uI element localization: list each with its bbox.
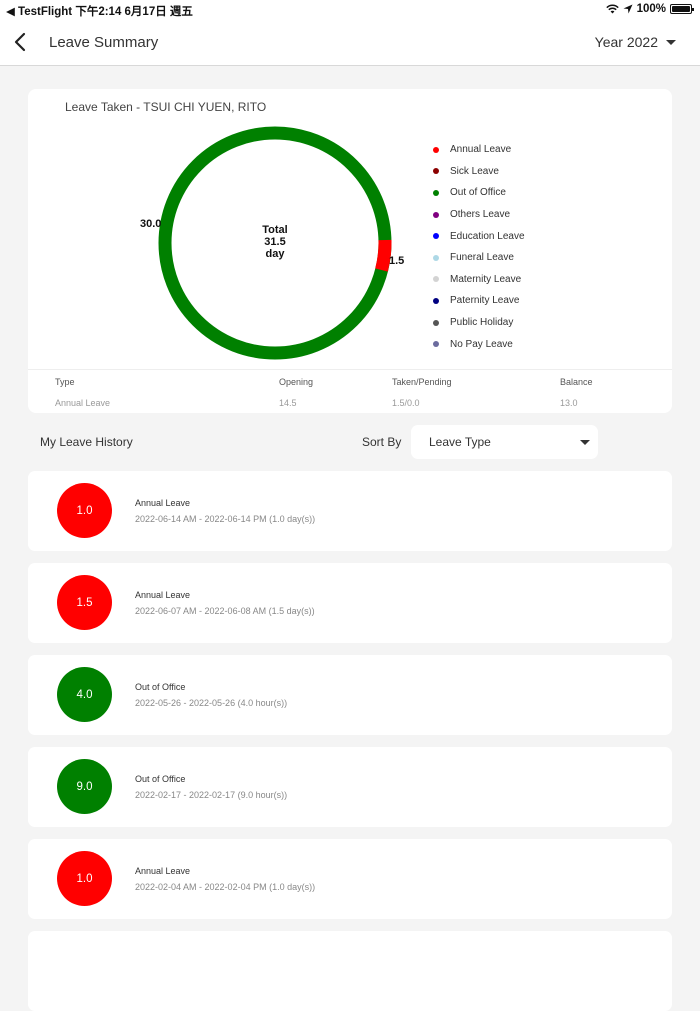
legend-dot-icon	[433, 319, 439, 326]
slice-label-annual-leave: 1.5	[389, 255, 405, 267]
legend-dot-icon	[433, 254, 439, 261]
status-right: 100%	[605, 3, 694, 15]
battery-icon	[670, 4, 694, 14]
sort-by-label: Sort By	[362, 435, 402, 449]
leave-amount-badge: 4.0	[57, 667, 112, 722]
chevron-down-icon	[580, 440, 590, 445]
leave-type: Annual Leave	[135, 866, 191, 876]
legend-dot-icon	[433, 211, 439, 218]
chart-title: Leave Taken - TSUI CHI YUEN, RITO	[65, 100, 267, 114]
legend-item: Others Leave	[433, 204, 525, 226]
leave-history-title: My Leave History	[40, 435, 133, 449]
sort-dropdown[interactable]: Leave Type	[411, 425, 598, 459]
table-header-row: Type Opening Taken/Pending Balance	[28, 377, 672, 398]
cell-opening: 14.5	[279, 398, 297, 408]
annual-leave-slice	[375, 239, 392, 272]
chart-legend: Annual Leave Sick Leave Out of Office Ot…	[433, 139, 525, 355]
leave-history-item[interactable]: 4.0 Out of Office 2022-05-26 - 2022-05-2…	[28, 655, 672, 735]
cell-taken-pending: 1.5/0.0	[392, 398, 420, 408]
table-divider	[28, 369, 672, 370]
legend-dot-icon	[433, 189, 439, 196]
table-row: Annual Leave 14.5 1.5/0.0 13.0	[28, 398, 672, 419]
year-value: Year 2022	[594, 34, 658, 50]
legend-dot-icon	[433, 341, 439, 348]
legend-item: Funeral Leave	[433, 247, 525, 269]
leave-amount-badge: 1.0	[57, 851, 112, 906]
slice-label-out-of-office: 30.0	[140, 218, 162, 230]
legend-dot-icon	[433, 168, 439, 175]
legend-item: Annual Leave	[433, 139, 525, 161]
leave-history-item[interactable]: 1.5 Annual Leave 2022-06-07 AM - 2022-06…	[28, 563, 672, 643]
leave-type: Out of Office	[135, 682, 186, 692]
legend-item: No Pay Leave	[433, 333, 525, 355]
header-balance: Balance	[560, 377, 593, 387]
legend-dot-icon	[433, 276, 439, 283]
leave-amount-badge: 1.0	[57, 483, 112, 538]
header-type: Type	[55, 377, 75, 387]
balance-table: Type Opening Taken/Pending Balance Annua…	[28, 377, 672, 419]
donut-center-total: Total 31.5 day	[262, 224, 288, 260]
cell-balance: 13.0	[560, 398, 578, 408]
leave-type: Out of Office	[135, 774, 186, 784]
leave-dates: 2022-02-04 AM - 2022-02-04 PM (1.0 day(s…	[135, 882, 316, 892]
leave-type: Annual Leave	[135, 590, 191, 600]
legend-item: Paternity Leave	[433, 290, 525, 312]
sort-dropdown-value: Leave Type	[429, 435, 491, 449]
battery-percent: 100%	[636, 3, 666, 15]
legend-item: Sick Leave	[433, 161, 525, 183]
leave-dates: 2022-06-14 AM - 2022-06-14 PM (1.0 day(s…	[135, 514, 316, 524]
leave-amount-badge: 9.0	[57, 759, 112, 814]
legend-item: Maternity Leave	[433, 269, 525, 291]
year-selector[interactable]: Year 2022	[595, 34, 676, 50]
leave-history-item[interactable]: 9.0 Out of Office 2022-02-17 - 2022-02-1…	[28, 747, 672, 827]
header-taken-pending: Taken/Pending	[392, 377, 452, 387]
leave-dates: 2022-02-17 - 2022-02-17 (9.0 hour(s))	[135, 790, 288, 800]
legend-item: Out of Office	[433, 182, 525, 204]
legend-item: Public Holiday	[433, 312, 525, 334]
donut-chart	[158, 126, 392, 360]
leave-dates: 2022-06-07 AM - 2022-06-08 AM (1.5 day(s…	[135, 606, 315, 616]
leave-history-item[interactable]: 1.0 Annual Leave 2022-06-14 AM - 2022-06…	[28, 471, 672, 551]
leave-history-item[interactable]: 1.0 Annual Leave 2022-02-04 AM - 2022-02…	[28, 839, 672, 919]
legend-dot-icon	[433, 297, 439, 304]
location-arrow-icon	[623, 4, 633, 14]
cell-type: Annual Leave	[55, 398, 111, 408]
legend-item: Education Leave	[433, 225, 525, 247]
leave-summary-card: Leave Taken - TSUI CHI YUEN, RITO Total …	[28, 89, 672, 413]
status-bar: ◀ TestFlight 下午2:14 6月17日 週五 100%	[0, 0, 700, 20]
leave-dates: 2022-05-26 - 2022-05-26 (4.0 hour(s))	[135, 698, 288, 708]
legend-dot-icon	[433, 233, 439, 240]
page-title: Leave Summary	[49, 34, 159, 51]
status-left[interactable]: ◀ TestFlight 下午2:14 6月17日 週五	[6, 6, 193, 18]
back-chevron-icon[interactable]	[10, 30, 32, 54]
wifi-icon	[605, 4, 619, 14]
navigation-bar: Leave Summary Year 2022	[0, 20, 700, 66]
legend-dot-icon	[433, 146, 439, 153]
leave-history-item-partial[interactable]	[28, 931, 672, 1011]
header-opening: Opening	[279, 377, 314, 387]
leave-amount-badge: 1.5	[57, 575, 112, 630]
leave-type: Annual Leave	[135, 498, 191, 508]
chevron-down-icon	[666, 39, 676, 45]
